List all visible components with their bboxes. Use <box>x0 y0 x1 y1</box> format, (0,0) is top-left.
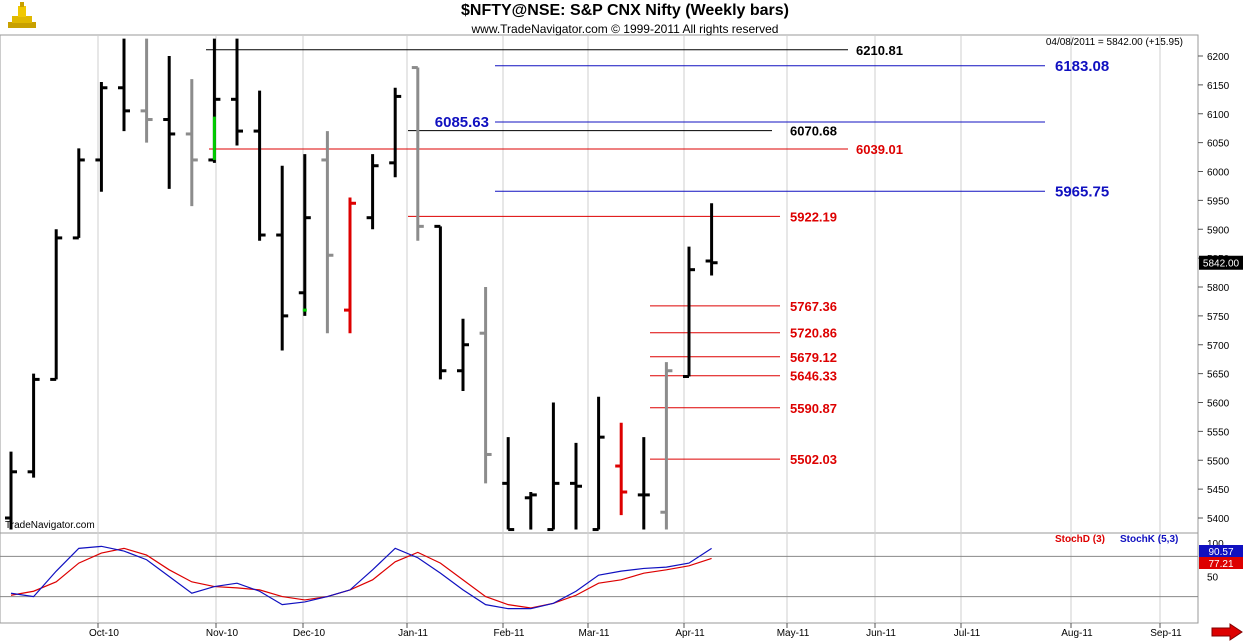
level-label: 6085.63 <box>435 114 489 131</box>
price-axis: 5400545055005550560056505700575058005850… <box>1198 52 1243 525</box>
stochd-legend: StochD (3) <box>1055 534 1105 545</box>
quote-text: 04/08/2011 = 5842.00 (+15.95) <box>1046 37 1183 48</box>
x-tick-label: Sep-11 <box>1150 628 1182 639</box>
y-tick-label: 6200 <box>1207 52 1230 63</box>
x-tick-label: Jan-11 <box>398 628 428 639</box>
level-label: 5720.86 <box>790 326 837 341</box>
level-label: 5502.03 <box>790 452 837 467</box>
y-tick-label: 5650 <box>1207 370 1230 381</box>
fibonacci-levels: 6210.81 6183.08 6085.63 6070.68 6039.01 5965.… <box>206 43 1109 467</box>
last-price-box <box>1199 255 1243 270</box>
indicator-tick-label: 100 <box>1207 539 1224 550</box>
level-label: 5646.33 <box>790 369 837 384</box>
level-label: 5965.75 <box>1055 183 1109 200</box>
x-tick-label: Oct-10 <box>89 628 119 639</box>
scroll-right-arrow[interactable] <box>1211 623 1243 641</box>
y-tick-label: 5800 <box>1207 283 1230 294</box>
indicator-tick-label: 50 <box>1207 573 1219 584</box>
y-tick-label: 5550 <box>1207 427 1230 438</box>
level-label: 6183.08 <box>1055 58 1109 75</box>
y-tick-label: 5950 <box>1207 196 1230 207</box>
stochd-value-box <box>1199 557 1243 569</box>
x-tick-label: Apr-11 <box>675 628 705 639</box>
y-tick-label: 5450 <box>1207 485 1230 496</box>
chart-subtitle: www.TradeNavigator.com © 1999-2011 All r… <box>471 22 779 36</box>
y-tick-label: 5400 <box>1207 514 1230 525</box>
price-bars <box>5 38 718 532</box>
level-label: 5590.87 <box>790 401 837 416</box>
x-tick-label: Jun-11 <box>866 628 896 639</box>
y-tick-label: 5900 <box>1207 225 1230 236</box>
x-tick-label: Nov-10 <box>206 628 239 639</box>
date-axis: Oct-10 Nov-10 Dec-10 Jan-11 Feb-11 Mar-11 Apr-… <box>89 623 1182 639</box>
y-tick-label: 6000 <box>1207 168 1230 179</box>
stochk-legend: StochK (5,3) <box>1120 534 1178 545</box>
x-tick-label: Feb-11 <box>494 628 525 639</box>
x-tick-label: May-11 <box>777 628 810 639</box>
stochk-value-box <box>1199 545 1243 557</box>
x-tick-label: Aug-11 <box>1061 628 1093 639</box>
chart-title: $NFTY@NSE: S&P CNX Nifty (Weekly bars) <box>461 2 789 19</box>
level-label: 6039.01 <box>856 142 903 157</box>
stochd-value-label: 77.21 <box>1208 559 1233 570</box>
x-tick-label: Dec-10 <box>293 628 326 639</box>
grid <box>97 36 1161 622</box>
y-tick-label: 6150 <box>1207 81 1230 92</box>
level-label: 6210.81 <box>856 43 903 58</box>
y-tick-label: 5700 <box>1207 341 1230 352</box>
x-tick-label: Jul-11 <box>954 628 981 639</box>
trade-navigator-logo <box>8 2 36 28</box>
y-tick-label: 5600 <box>1207 399 1230 410</box>
y-tick-label: 6050 <box>1207 139 1230 150</box>
stochk-value-label: 90.57 <box>1208 547 1233 558</box>
level-label: 5679.12 <box>790 350 837 365</box>
last-price-label: 5842.00 <box>1203 259 1240 270</box>
level-label: 5922.19 <box>790 209 837 224</box>
y-tick-label: 6100 <box>1207 110 1230 121</box>
stochd-line <box>10 547 712 609</box>
indicator-panel-frame <box>0 532 1199 624</box>
watermark-text: TradeNavigator.com <box>5 520 95 531</box>
x-tick-label: Mar-11 <box>579 628 610 639</box>
level-label: 6070.68 <box>790 124 837 139</box>
stochk-line <box>10 545 712 610</box>
level-label: 5767.36 <box>790 299 837 314</box>
y-tick-label: 5500 <box>1207 456 1230 467</box>
y-tick-label: 5750 <box>1207 312 1230 323</box>
